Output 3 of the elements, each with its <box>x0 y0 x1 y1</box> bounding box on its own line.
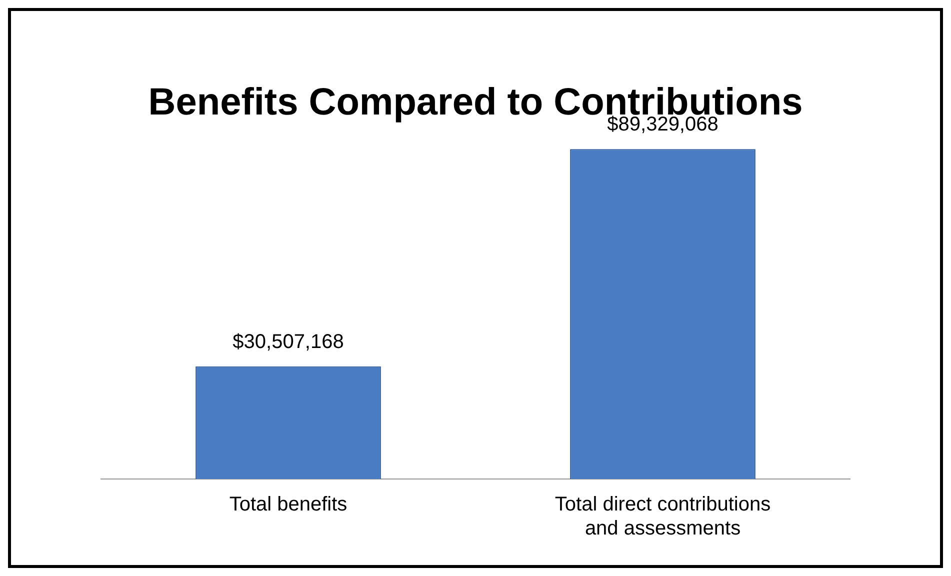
x-tick-label: Total direct contributions and assessments <box>554 494 771 540</box>
x-tick-label: Total benefits <box>229 494 348 516</box>
data-label: $30,507,168 <box>232 330 344 353</box>
